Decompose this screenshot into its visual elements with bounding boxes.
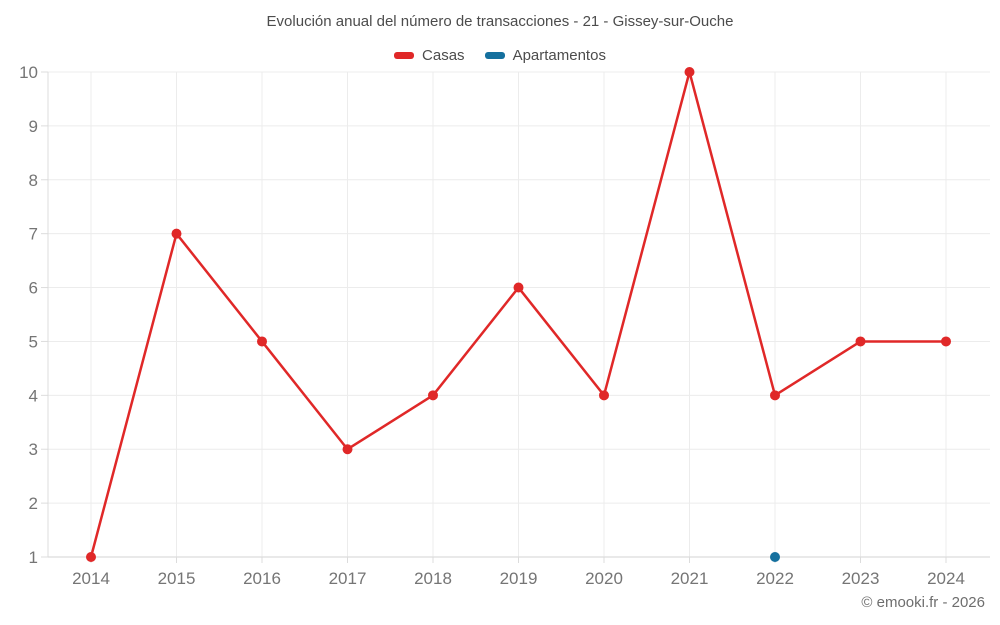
x-tick-label: 2020	[585, 569, 623, 588]
y-tick-label: 10	[19, 63, 38, 82]
legend-label: Apartamentos	[512, 47, 606, 64]
y-tick-label: 5	[29, 332, 38, 351]
data-point	[86, 552, 96, 562]
legend-label: Casas	[422, 47, 465, 64]
x-tick-label: 2015	[158, 569, 196, 588]
y-tick-label: 3	[29, 440, 38, 459]
series-casas	[86, 67, 951, 562]
legend-swatch-apartamentos	[484, 52, 505, 59]
data-point	[770, 552, 780, 562]
x-tick-label: 2021	[671, 569, 709, 588]
y-tick-label: 6	[29, 279, 38, 298]
x-tick-label: 2022	[756, 569, 794, 588]
y-tick-label: 2	[29, 494, 38, 513]
legend-item-apartamentos[interactable]: Apartamentos	[484, 47, 606, 64]
y-tick-label: 8	[29, 171, 38, 190]
y-tick-label: 4	[29, 386, 38, 405]
legend-item-casas[interactable]: Casas	[394, 47, 465, 64]
copyright-label: © emooki.fr - 2026	[861, 594, 985, 611]
data-point	[684, 67, 695, 77]
y-axis-labels: 1 2 3 4 5 6 7 8 9 10	[19, 63, 38, 567]
data-point	[428, 390, 438, 401]
data-point	[342, 444, 353, 455]
y-tick-label: 1	[29, 548, 38, 567]
x-tick-label: 2017	[329, 569, 367, 588]
x-tick-label: 2014	[72, 569, 110, 588]
x-tick-label: 2019	[500, 569, 538, 588]
x-tick-label: 2023	[842, 569, 880, 588]
data-point	[941, 336, 951, 347]
x-axis-labels: 2014 2015 2016 2017 2018 2019 2020 2021 2022 2023…	[72, 569, 965, 588]
data-point	[171, 228, 182, 239]
chart-legend: Casas Apartamentos	[0, 47, 1000, 64]
x-tick-label: 2016	[243, 569, 281, 588]
legend-swatch-casas	[394, 52, 415, 59]
data-point	[513, 282, 524, 293]
y-tick-label: 7	[29, 225, 38, 244]
series-apartamentos	[770, 552, 780, 562]
data-point	[770, 390, 780, 401]
chart-title: Evolución anual del número de transaccio…	[266, 13, 734, 30]
y-tick-label: 9	[29, 117, 38, 136]
data-point	[855, 336, 866, 347]
x-tick-label: 2018	[414, 569, 452, 588]
data-point	[599, 390, 609, 401]
data-point	[257, 336, 267, 347]
gridlines	[48, 71, 990, 557]
x-tick-label: 2024	[927, 569, 965, 588]
